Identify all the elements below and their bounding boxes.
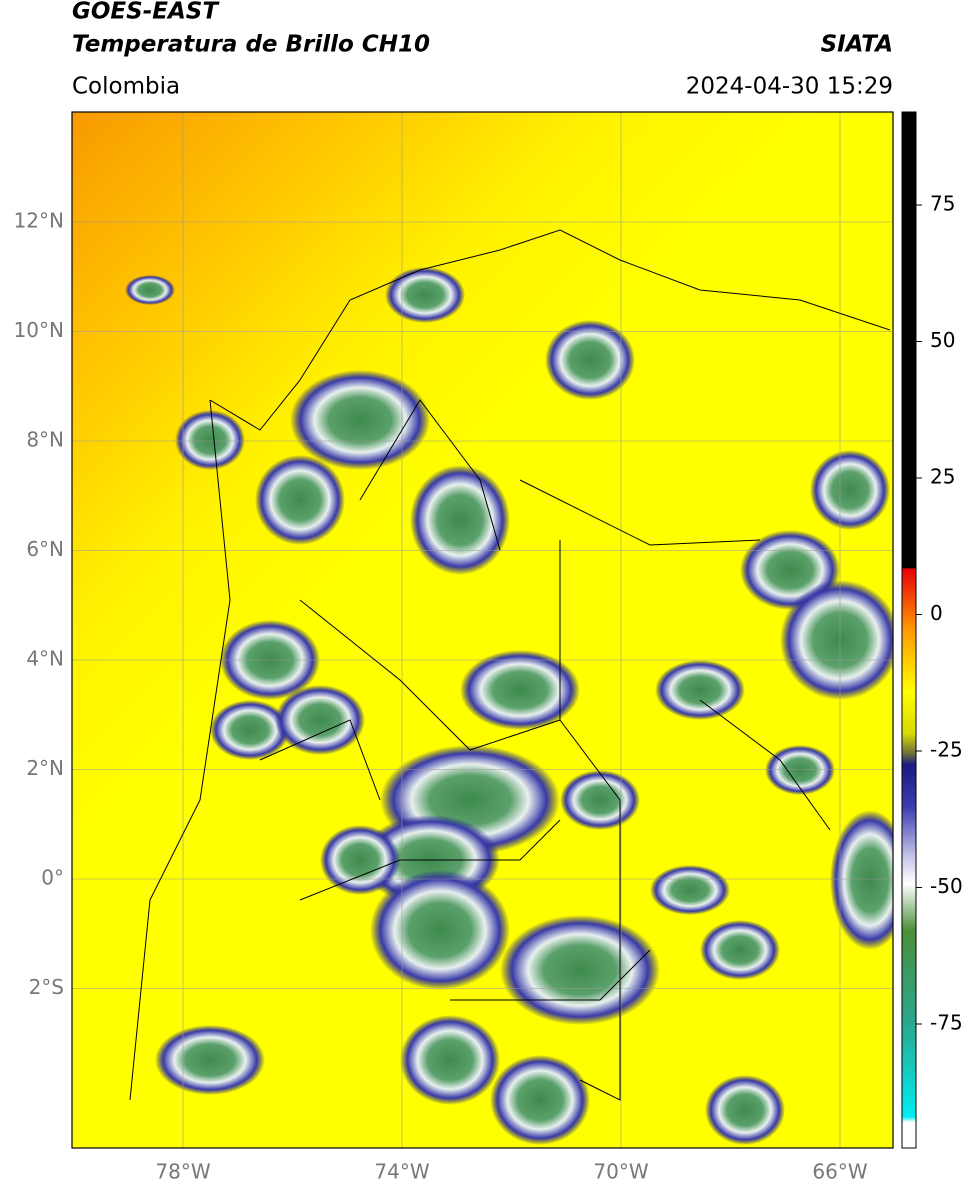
cloud bbox=[370, 870, 510, 990]
lat-tick-label: 12°N bbox=[14, 209, 64, 233]
cloud bbox=[255, 455, 345, 545]
cloud bbox=[765, 745, 835, 795]
cloud bbox=[810, 450, 890, 530]
product: Temperatura de Brillo CH10 bbox=[72, 32, 430, 58]
lat-tick-label: 0° bbox=[41, 866, 64, 890]
cloud bbox=[410, 465, 510, 575]
cloud bbox=[155, 1025, 265, 1095]
cloud bbox=[385, 267, 465, 323]
cloud bbox=[275, 685, 365, 755]
colorbar-tick-label: -50 bbox=[930, 874, 963, 898]
cloud bbox=[700, 920, 780, 980]
lon-tick-label: 74°W bbox=[374, 1160, 429, 1184]
cloud bbox=[560, 770, 640, 830]
cloud bbox=[655, 660, 745, 720]
colorbar-tick-label: 75 bbox=[930, 192, 955, 216]
lat-tick-label: 4°N bbox=[26, 647, 64, 671]
cloud bbox=[125, 275, 175, 305]
agency: SIATA bbox=[821, 32, 893, 58]
lat-tick-label: 6°N bbox=[26, 537, 64, 561]
map-area bbox=[72, 112, 893, 1148]
cloud bbox=[500, 915, 660, 1025]
cloud bbox=[490, 1055, 590, 1145]
lat-tick-label: 2°S bbox=[29, 975, 64, 999]
colorbar-tick-label: -75 bbox=[930, 1011, 963, 1035]
lat-tick-label: 2°N bbox=[26, 756, 64, 780]
map-background bbox=[72, 112, 893, 1148]
datetime: 2024-04-30 15:29 bbox=[686, 74, 893, 100]
axis-ticks: 12°N 10°N 8°N 6°N 4°N 2°N 0° 2°S 78°W 74°W 70°W 66°… bbox=[14, 209, 868, 1184]
lon-tick-label: 66°W bbox=[812, 1160, 867, 1184]
cloud bbox=[830, 810, 893, 950]
lat-tick-label: 10°N bbox=[14, 318, 64, 342]
lat-tick-label: 8°N bbox=[26, 428, 64, 452]
colorbar-ticks: 75 50 25 0 -25 -50 -75 bbox=[916, 192, 963, 1035]
region: Colombia bbox=[72, 74, 180, 100]
graticule bbox=[72, 112, 893, 1148]
cloud bbox=[320, 825, 400, 895]
cloud bbox=[780, 580, 893, 700]
title: GOES-EAST bbox=[72, 0, 220, 25]
colorbar-tick-label: 50 bbox=[930, 328, 955, 352]
cloud bbox=[210, 700, 290, 760]
cloud bbox=[290, 370, 430, 470]
cloud bbox=[460, 650, 580, 730]
map-frame bbox=[71, 111, 894, 1149]
colorbar-tick-label: 25 bbox=[930, 465, 955, 489]
cloud bbox=[400, 1015, 500, 1105]
cloud bbox=[705, 1075, 785, 1145]
lon-tick-label: 78°W bbox=[155, 1160, 210, 1184]
cloud bbox=[545, 320, 635, 400]
colorbar-tick-label: 0 bbox=[930, 601, 943, 625]
borders bbox=[129, 229, 891, 1101]
colorbar bbox=[901, 111, 917, 1149]
colorbar-tick-label: -25 bbox=[930, 738, 963, 762]
cloud bbox=[650, 865, 730, 915]
cloud bbox=[175, 410, 245, 470]
lon-tick-label: 70°W bbox=[593, 1160, 648, 1184]
